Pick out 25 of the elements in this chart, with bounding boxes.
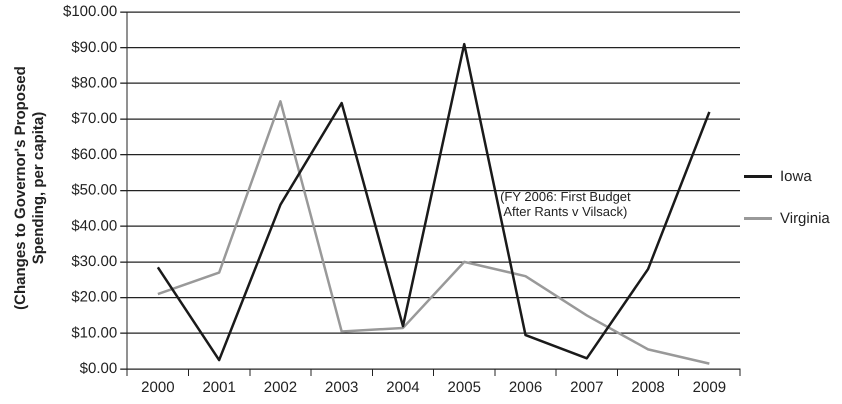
y-tick-label: $60.00 xyxy=(71,146,118,163)
x-tick-label: 2008 xyxy=(631,379,665,396)
legend-label: Virginia xyxy=(780,210,830,227)
y-tick-label: $100.00 xyxy=(62,3,118,20)
x-tick-label: 2000 xyxy=(141,379,175,396)
x-tick-label: 2007 xyxy=(570,379,604,396)
y-tick-label: $0.00 xyxy=(80,360,118,378)
y-tick-label: $70.00 xyxy=(71,110,118,128)
y-tick-label: $40.00 xyxy=(71,217,118,234)
y-tick-label: $10.00 xyxy=(71,324,118,342)
x-tick-label: 2002 xyxy=(264,379,298,396)
y-tick-label: $30.00 xyxy=(71,253,118,270)
y-tick-label: $50.00 xyxy=(71,182,118,199)
annotation: (FY 2006: First Budget After Rants v Vilsack) xyxy=(500,188,632,219)
x-tick-label: 2001 xyxy=(202,379,236,396)
y-axis-title: (Changes to Governor's Proposed Spending, per capita) xyxy=(12,65,48,312)
x-tick-label: 2003 xyxy=(325,379,358,396)
y-tick-label: $80.00 xyxy=(71,74,118,92)
legend-label: Iowa xyxy=(780,168,812,185)
x-tick-label: 2005 xyxy=(448,379,481,396)
y-tick-label: $20.00 xyxy=(71,288,118,306)
y-tick-label: $90.00 xyxy=(71,38,118,56)
x-tick-label: 2004 xyxy=(386,379,420,396)
x-tick-label: 2009 xyxy=(692,379,726,396)
x-tick-label: 2006 xyxy=(508,379,542,396)
